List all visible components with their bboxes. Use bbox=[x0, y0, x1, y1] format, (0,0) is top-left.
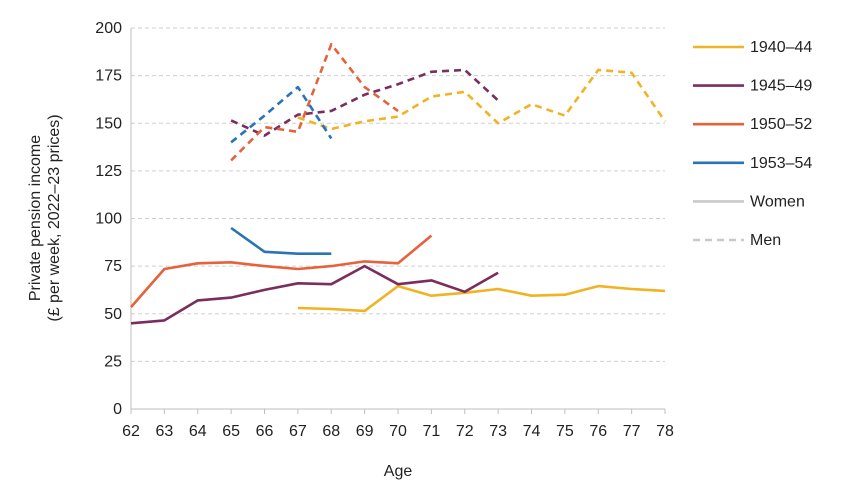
x-tick-label: 65 bbox=[222, 423, 240, 440]
y-tick-label: 75 bbox=[104, 258, 122, 275]
y-tick-label: 0 bbox=[113, 401, 122, 418]
legend: 1940–44 1945–49 1950–52 1953–54 Women Men bbox=[693, 39, 812, 249]
y-tick-label: 200 bbox=[95, 20, 122, 37]
y-tick-label: 150 bbox=[95, 115, 122, 132]
x-tick-label: 73 bbox=[489, 423, 507, 440]
x-tick-label: 77 bbox=[623, 423, 641, 440]
x-tick-label: 64 bbox=[189, 423, 207, 440]
x-tick-label: 68 bbox=[322, 423, 340, 440]
x-tick-label: 71 bbox=[422, 423, 440, 440]
x-tick-label: 72 bbox=[456, 423, 474, 440]
x-tick-label: 78 bbox=[656, 423, 674, 440]
y-axis-label: Private pension income (£ per week, 2022… bbox=[27, 114, 63, 321]
legend-label: 1945–49 bbox=[750, 78, 812, 95]
series-line-1945-49-men bbox=[230, 68, 499, 137]
grid-lines bbox=[131, 27, 665, 362]
y-tick-labels: 0 25 50 75 100 125 150 175 200 bbox=[95, 20, 122, 418]
y-tick-label: 100 bbox=[95, 211, 122, 228]
y-tick-label: 175 bbox=[95, 68, 122, 85]
series-line-1945-49-women bbox=[130, 264, 499, 325]
x-tick-label: 75 bbox=[556, 423, 574, 440]
legend-label: Men bbox=[750, 232, 781, 249]
y-tick-label: 25 bbox=[104, 353, 122, 370]
y-tick-label: 125 bbox=[95, 163, 122, 180]
legend-label: 1950–52 bbox=[750, 116, 812, 133]
x-tick-label: 76 bbox=[589, 423, 607, 440]
x-tick-label: 67 bbox=[289, 423, 307, 440]
series-line-1950-52-women bbox=[130, 234, 433, 308]
x-tick-label: 69 bbox=[356, 423, 374, 440]
x-axis-label: Age bbox=[384, 463, 413, 480]
legend-label: 1953–54 bbox=[750, 155, 812, 172]
x-tick-label: 74 bbox=[523, 423, 541, 440]
x-tick-label: 62 bbox=[122, 423, 140, 440]
x-tick-label: 66 bbox=[256, 423, 274, 440]
y-axis-label-line1: Private pension income bbox=[27, 135, 44, 301]
series-lines bbox=[130, 42, 667, 325]
series-line-1940-44-men bbox=[297, 68, 667, 131]
series-line-1940-44-women bbox=[297, 284, 666, 313]
legend-label: Women bbox=[750, 193, 805, 210]
x-tick-labels: 62 63 64 65 66 67 68 69 70 71 72 73 74 75 76 77 78 bbox=[122, 409, 674, 440]
y-axis-label-line2: (£ per week, 2022–23 prices) bbox=[46, 114, 63, 321]
series-line-1950-52-men bbox=[230, 42, 399, 162]
series-line-1953-54-men bbox=[230, 85, 333, 144]
series-line-1953-54-women bbox=[230, 226, 332, 255]
x-tick-label: 63 bbox=[155, 423, 173, 440]
x-tick-label: 70 bbox=[389, 423, 407, 440]
y-tick-label: 50 bbox=[104, 306, 122, 323]
legend-label: 1940–44 bbox=[750, 39, 812, 56]
